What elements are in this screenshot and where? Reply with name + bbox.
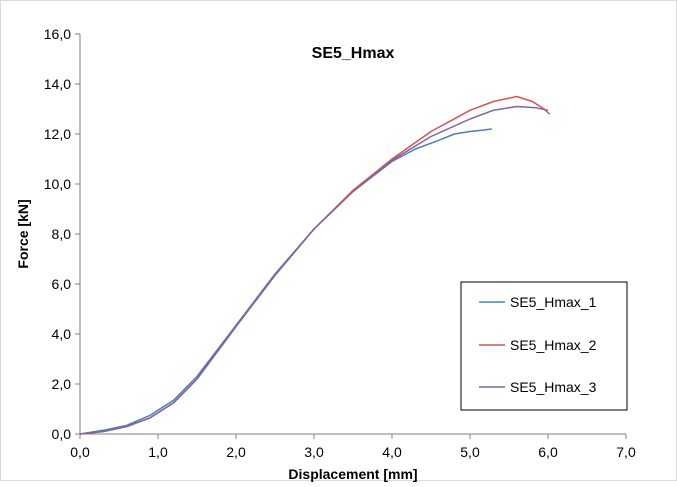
x-tick-label: 6,0 xyxy=(538,444,558,460)
y-tick-label: 14,0 xyxy=(44,76,71,92)
series-line-3 xyxy=(79,105,549,435)
y-tick-label: 0,0 xyxy=(52,426,72,442)
legend-label-1: SE5_Hmax_1 xyxy=(510,294,597,310)
y-axis-label: Force [kN] xyxy=(15,199,31,268)
x-tick-label: 2,0 xyxy=(226,444,246,460)
y-tick-label: 2,0 xyxy=(52,376,72,392)
legend-label-2: SE5_Hmax_2 xyxy=(510,337,597,353)
x-tick-label: 4,0 xyxy=(382,444,402,460)
series-layer xyxy=(79,95,551,435)
x-axis-ticks: 0,0 1,0 2,0 3,0 4,0 5,0 6,0 7,0 xyxy=(70,434,636,460)
x-tick-label: 0,0 xyxy=(70,444,90,460)
y-tick-label: 12,0 xyxy=(44,126,71,142)
legend: SE5_Hmax_1 SE5_Hmax_2 SE5_Hmax_3 xyxy=(460,281,628,411)
series-line-1 xyxy=(79,128,492,435)
legend-items: SE5_Hmax_1 SE5_Hmax_2 SE5_Hmax_3 xyxy=(479,294,597,395)
x-tick-label: 7,0 xyxy=(616,444,636,460)
x-tick-label: 5,0 xyxy=(460,444,480,460)
y-tick-label: 16,0 xyxy=(44,26,71,42)
x-tick-label: 1,0 xyxy=(148,444,168,460)
x-axis-label: Displacement [mm] xyxy=(288,466,417,482)
y-tick-label: 8,0 xyxy=(52,226,72,242)
legend-box xyxy=(460,281,628,411)
y-axis-ticks: 0,0 2,0 4,0 6,0 8,0 10,0 12,0 14,0 16,0 xyxy=(44,26,80,442)
y-tick-label: 6,0 xyxy=(52,276,72,292)
y-tick-label: 10,0 xyxy=(44,176,71,192)
chart-title: SE5_Hmax xyxy=(312,45,395,62)
x-tick-label: 3,0 xyxy=(304,444,324,460)
y-tick-label: 4,0 xyxy=(52,326,72,342)
legend-label-3: SE5_Hmax_3 xyxy=(510,379,597,395)
